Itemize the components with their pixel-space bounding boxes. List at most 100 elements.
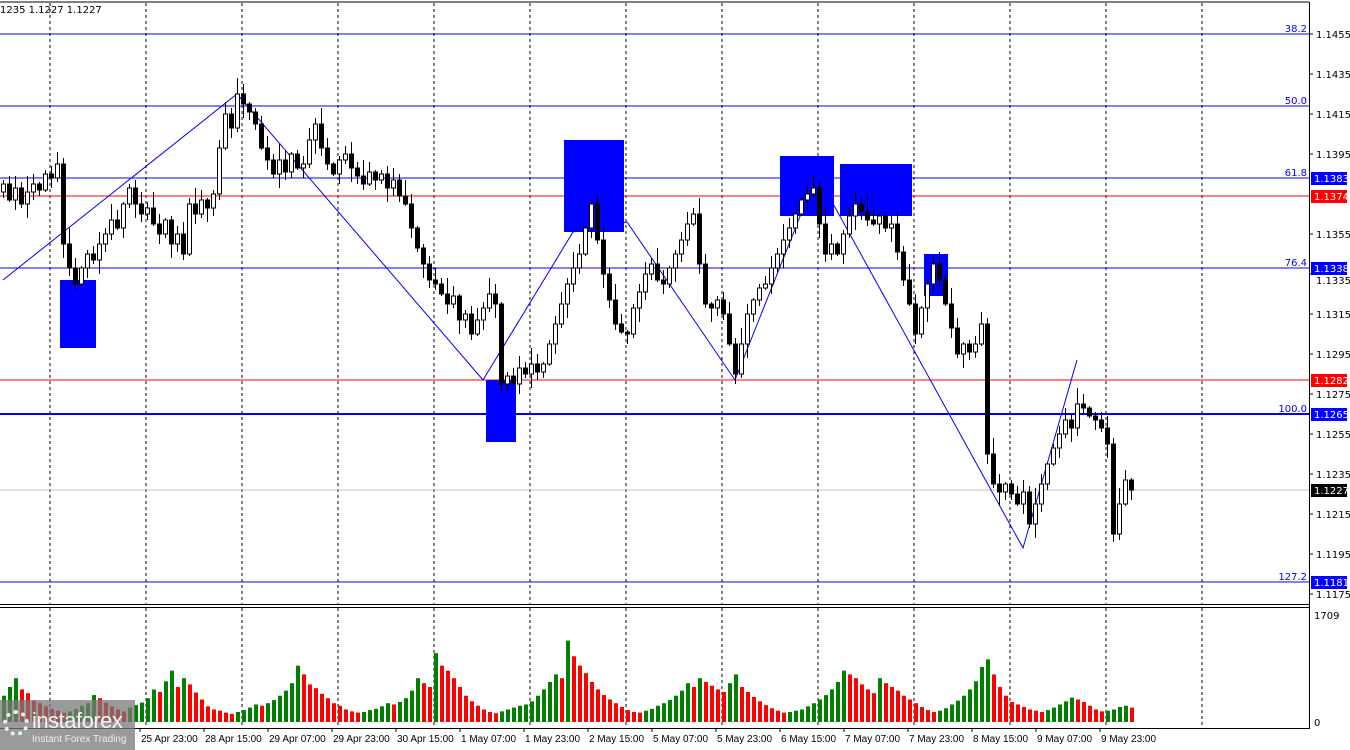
- time-label: 5 May 07:00: [653, 734, 708, 745]
- price-label: 1.1282: [1314, 376, 1349, 387]
- volume-bar: [458, 686, 462, 722]
- candle-bullish: [961, 343, 966, 355]
- candle-bullish: [199, 199, 204, 215]
- volume-bar: [716, 689, 720, 722]
- candle-bearish: [1105, 427, 1110, 445]
- chart-frame: [0, 1, 1310, 729]
- volume-bar: [272, 700, 276, 722]
- candle-bearish: [523, 367, 528, 375]
- volume-bar: [812, 703, 816, 722]
- volume-bar: [1112, 709, 1116, 722]
- time-label: 9 May 07:00: [1037, 734, 1092, 745]
- volume-bar: [230, 713, 234, 722]
- volume-bars: [2, 640, 1134, 722]
- candle-bearish: [937, 263, 942, 281]
- candle-bearish: [499, 303, 504, 385]
- volume-bar: [1016, 704, 1020, 722]
- zone-rectangle: [840, 164, 912, 216]
- fib-level-label: 127.2: [1278, 572, 1307, 583]
- volume-bar: [974, 681, 978, 722]
- candle-bearish: [151, 207, 156, 225]
- candle-bullish: [145, 207, 150, 215]
- volume-bar: [914, 703, 918, 722]
- candle-bullish: [847, 215, 852, 235]
- volume-bar: [1124, 705, 1128, 722]
- volume-bar: [926, 710, 930, 722]
- price-tick-label: 1.1215: [1316, 510, 1350, 521]
- candle-bullish: [811, 187, 816, 195]
- candle-bearish: [91, 253, 96, 261]
- candle-bullish: [235, 93, 240, 129]
- candle-bullish: [979, 323, 984, 345]
- candle-bullish: [787, 227, 792, 241]
- volume-bar: [548, 681, 552, 722]
- volume-bar: [932, 711, 936, 722]
- volume-bar: [758, 701, 762, 722]
- candle-bullish: [757, 287, 762, 301]
- volume-bar: [290, 683, 294, 722]
- volume-bar: [908, 699, 912, 722]
- candle-bearish: [457, 295, 462, 321]
- volume-bar: [260, 705, 264, 722]
- price-label: 1.1374: [1314, 192, 1349, 203]
- candle-bearish: [259, 123, 264, 149]
- candle-bullish: [1033, 503, 1038, 525]
- candle-bearish: [421, 247, 426, 265]
- candle-bullish: [451, 295, 456, 305]
- candle-bearish: [1111, 443, 1116, 535]
- volume-bar: [746, 691, 750, 722]
- volume-bar: [536, 695, 540, 722]
- candle-bearish: [703, 263, 708, 305]
- candle-bearish: [73, 267, 78, 285]
- zones: [60, 140, 948, 442]
- candle-bullish: [649, 263, 654, 275]
- candle-bearish: [295, 153, 300, 169]
- candle-bullish: [973, 343, 978, 353]
- volume-bar: [1052, 707, 1056, 722]
- volume-bar: [266, 703, 270, 722]
- candle-bearish: [709, 303, 714, 309]
- volume-bar: [212, 709, 216, 722]
- candle-bearish: [169, 219, 174, 245]
- candle-bullish: [919, 307, 924, 335]
- candle-bearish: [697, 213, 702, 265]
- volume-bar: [692, 686, 696, 722]
- volume-bar: [584, 673, 588, 722]
- volume-bar: [638, 712, 642, 722]
- volume-bar: [224, 712, 228, 722]
- candle-bullish: [637, 291, 642, 309]
- volume-bar: [488, 711, 492, 722]
- volume-bar: [494, 713, 498, 722]
- time-axis: 25 Apr 23:00 28 Apr 15:00 29 Apr 07:00 29 A…: [139, 729, 1156, 745]
- candle-bullish: [553, 323, 558, 345]
- candle-bullish: [739, 343, 744, 375]
- price-tick-label: 1.1255: [1316, 430, 1350, 441]
- candle-bearish: [133, 187, 138, 205]
- candle-bullish: [1117, 503, 1122, 535]
- candle-bullish: [391, 179, 396, 189]
- volume-bar: [710, 685, 714, 722]
- zigzag-line: [2, 93, 1078, 550]
- candle-bullish: [1123, 479, 1128, 505]
- volume-bar: [1004, 695, 1008, 722]
- volume-max-label: 1709: [1314, 611, 1339, 622]
- volume-bar: [362, 711, 366, 722]
- volume-bar: [164, 681, 168, 722]
- candle-bullish: [889, 223, 894, 229]
- candle-bullish: [121, 203, 126, 229]
- instaforex-logo: instaforex Instant Forex Trading: [0, 700, 135, 750]
- volume-bar: [896, 690, 900, 722]
- volume-bar: [236, 711, 240, 722]
- volume-bar: [392, 704, 396, 722]
- volume-bar: [632, 711, 636, 722]
- candle-bullish: [1, 183, 6, 193]
- volume-bar: [482, 709, 486, 722]
- volume-bar: [572, 656, 576, 722]
- candle-bearish: [1069, 419, 1074, 429]
- candle-bearish: [7, 183, 12, 201]
- volume-bar: [530, 701, 534, 722]
- candle-bearish: [193, 203, 198, 215]
- volume-bar: [662, 703, 666, 722]
- price-label: 1.1181: [1314, 578, 1349, 589]
